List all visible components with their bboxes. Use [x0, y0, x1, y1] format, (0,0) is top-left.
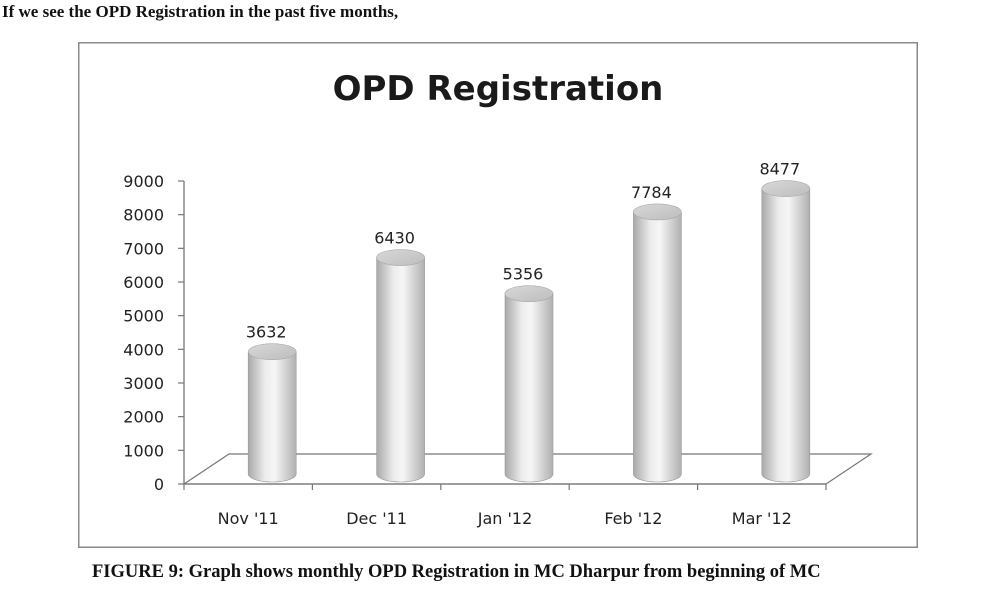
bar: [376, 249, 425, 483]
data-label: 5356: [503, 265, 544, 284]
y-tick-label: 2000: [123, 408, 164, 427]
y-tick-label: 5000: [123, 307, 164, 326]
bar: [633, 203, 682, 483]
bar-top: [761, 180, 811, 197]
x-tick-label: Mar '12: [732, 509, 792, 528]
bar: [504, 285, 554, 483]
x-tick-label: Dec '11: [346, 509, 407, 528]
bar: [761, 180, 811, 483]
y-tick-label: 8000: [123, 206, 164, 225]
y-tick-label: 4000: [123, 340, 164, 359]
bar-top: [633, 203, 682, 221]
figure-caption: FIGURE 9: Graph shows monthly OPD Regist…: [92, 562, 821, 582]
y-tick-label: 6000: [123, 273, 164, 292]
y-tick-label: 1000: [123, 441, 164, 460]
bar: [247, 343, 297, 483]
y-tick-label: 3000: [123, 374, 164, 393]
bar-body: [633, 211, 682, 483]
bar-body: [504, 293, 554, 483]
bar-body: [376, 257, 425, 483]
bar-body: [761, 188, 811, 483]
chart-bars: 3632 6430 5356 7784 8477: [246, 160, 811, 483]
chart-title: OPD Registration: [333, 69, 664, 109]
data-label: 7784: [631, 183, 672, 202]
x-tick-label: Feb '12: [604, 509, 662, 528]
data-label: 8477: [759, 160, 800, 179]
bar-top: [247, 343, 297, 361]
y-tick-label: 0: [154, 475, 164, 494]
opd-registration-chart: OPD Registration 0 1000 2000 3000 4000 5000 60…: [78, 42, 918, 548]
x-tick-label: Nov '11: [218, 509, 279, 528]
y-tick-label: 7000: [123, 239, 164, 258]
data-label: 6430: [374, 229, 415, 248]
y-tick-label: 9000: [123, 172, 164, 191]
bar-top: [376, 249, 425, 266]
intro-text: If we see the OPD Registration in the pa…: [2, 2, 399, 21]
bar-body: [247, 351, 297, 483]
x-tick-label: Jan '12: [477, 509, 533, 528]
bar-top: [504, 285, 554, 302]
data-label: 3632: [246, 323, 287, 342]
